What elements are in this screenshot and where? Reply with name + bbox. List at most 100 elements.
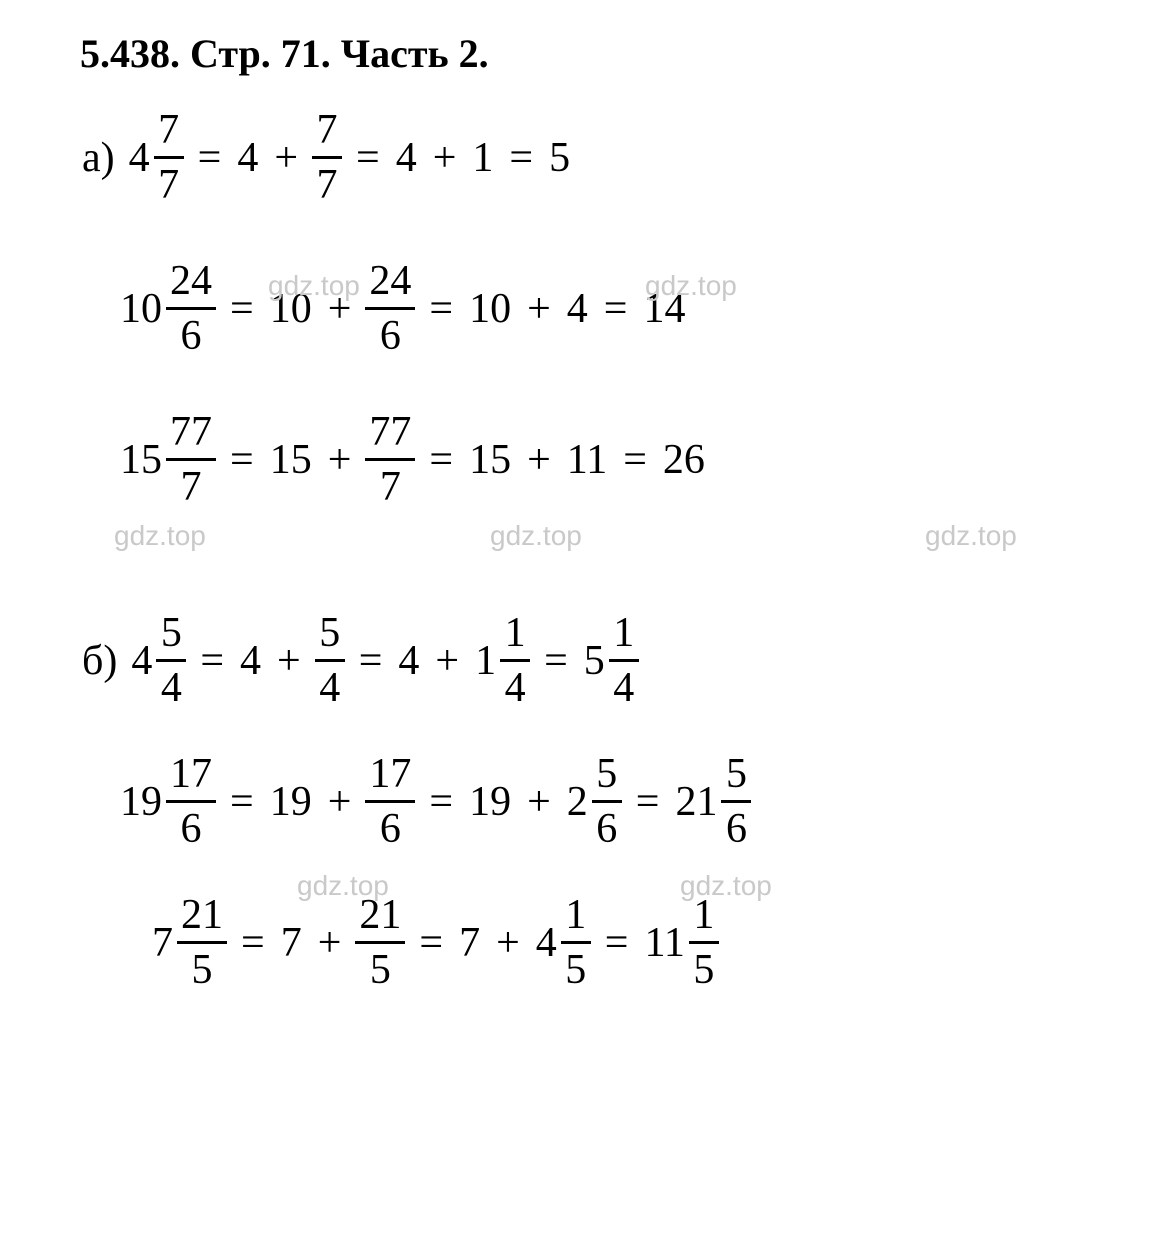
section-gap bbox=[80, 560, 1086, 610]
equals: = bbox=[186, 640, 238, 682]
result: 26 bbox=[661, 439, 707, 481]
fraction-bar bbox=[689, 941, 719, 944]
denominator: 6 bbox=[592, 806, 621, 852]
fraction-bar bbox=[365, 458, 415, 461]
term: 4 bbox=[565, 288, 590, 330]
label-a: а) bbox=[80, 137, 117, 179]
numerator: 77 bbox=[166, 409, 216, 455]
whole-part: 4 bbox=[127, 137, 152, 179]
denominator: 6 bbox=[376, 313, 405, 359]
equation-a2: 10 24 6 = 10 + 24 6 = 10 + 4 = 14 bbox=[118, 258, 1086, 359]
whole-part: 1 bbox=[473, 640, 498, 682]
numerator: 7 bbox=[313, 107, 342, 153]
mixed-number: 7 21 5 bbox=[150, 892, 227, 993]
denominator: 6 bbox=[376, 806, 405, 852]
numerator: 7 bbox=[154, 107, 183, 153]
plus: + bbox=[260, 137, 312, 179]
term: 15 bbox=[268, 439, 314, 481]
plus: + bbox=[513, 288, 565, 330]
term: 4 bbox=[238, 640, 263, 682]
fraction-bar bbox=[721, 800, 751, 803]
numerator: 24 bbox=[166, 258, 216, 304]
plus: + bbox=[482, 922, 534, 964]
equals: = bbox=[590, 288, 642, 330]
mixed-number: 4 1 5 bbox=[534, 892, 591, 993]
whole-part: 4 bbox=[534, 922, 559, 964]
mixed-number: 4 7 7 bbox=[127, 107, 184, 208]
fraction: 77 7 bbox=[166, 409, 216, 510]
fraction: 24 6 bbox=[166, 258, 216, 359]
numerator: 5 bbox=[157, 610, 186, 656]
whole-part: 15 bbox=[118, 439, 164, 481]
mixed-number-result: 21 5 6 bbox=[673, 751, 751, 852]
equals: = bbox=[227, 922, 279, 964]
whole-part: 21 bbox=[673, 781, 719, 823]
term: 4 bbox=[396, 640, 421, 682]
fraction-bar bbox=[561, 941, 591, 944]
term: 1 bbox=[470, 137, 495, 179]
equation-b2: 19 17 6 = 19 + 17 6 = 19 + 2 5 6 = bbox=[118, 751, 1086, 852]
term: 4 bbox=[394, 137, 419, 179]
numerator: 17 bbox=[365, 751, 415, 797]
plus: + bbox=[314, 439, 366, 481]
plus: + bbox=[513, 439, 565, 481]
denominator: 7 bbox=[177, 464, 206, 510]
equation-a1: а) 4 7 7 = 4 + 7 7 = 4 + 1 = 5 bbox=[80, 107, 1086, 208]
equals: = bbox=[530, 640, 582, 682]
plus: + bbox=[263, 640, 315, 682]
term: 4 bbox=[235, 137, 260, 179]
mixed-number: 1 1 4 bbox=[473, 610, 530, 711]
fraction-bar bbox=[166, 307, 216, 310]
term: 15 bbox=[467, 439, 513, 481]
equals: = bbox=[184, 137, 236, 179]
term: 11 bbox=[565, 439, 609, 481]
numerator: 21 bbox=[177, 892, 227, 938]
label-b: б) bbox=[80, 640, 119, 682]
denominator: 5 bbox=[689, 947, 718, 993]
page: 5.438. Стр. 71. Часть 2. а) 4 7 7 = 4 + … bbox=[0, 0, 1156, 1063]
whole-part: 19 bbox=[118, 781, 164, 823]
mixed-number: 2 5 6 bbox=[565, 751, 622, 852]
denominator: 7 bbox=[376, 464, 405, 510]
fraction: 24 6 bbox=[365, 258, 415, 359]
equals: = bbox=[216, 439, 268, 481]
fraction-bar bbox=[500, 659, 530, 662]
fraction: 5 6 bbox=[721, 751, 751, 852]
result: 14 bbox=[641, 288, 687, 330]
numerator: 21 bbox=[355, 892, 405, 938]
whole-part: 7 bbox=[150, 922, 175, 964]
mixed-number-result: 11 1 5 bbox=[642, 892, 718, 993]
fraction-bar bbox=[166, 800, 216, 803]
heading: 5.438. Стр. 71. Часть 2. bbox=[80, 30, 1086, 77]
denominator: 6 bbox=[177, 806, 206, 852]
equals: = bbox=[216, 288, 268, 330]
equals: = bbox=[342, 137, 394, 179]
denominator: 7 bbox=[313, 162, 342, 208]
plus: + bbox=[419, 137, 471, 179]
fraction-bar bbox=[315, 659, 345, 662]
numerator: 5 bbox=[722, 751, 751, 797]
numerator: 77 bbox=[365, 409, 415, 455]
fraction: 77 7 bbox=[365, 409, 415, 510]
fraction-bar bbox=[365, 800, 415, 803]
numerator: 17 bbox=[166, 751, 216, 797]
whole-part: 10 bbox=[118, 288, 164, 330]
mixed-number: 19 17 6 bbox=[118, 751, 216, 852]
fraction-bar bbox=[355, 941, 405, 944]
denominator: 7 bbox=[154, 162, 183, 208]
mixed-number: 15 77 7 bbox=[118, 409, 216, 510]
equation-b3: 7 21 5 = 7 + 21 5 = 7 + 4 1 5 = 1 bbox=[150, 892, 1086, 993]
numerator: 1 bbox=[689, 892, 718, 938]
denominator: 4 bbox=[315, 665, 344, 711]
equals: = bbox=[345, 640, 397, 682]
numerator: 5 bbox=[315, 610, 344, 656]
fraction-bar bbox=[592, 800, 622, 803]
fraction-bar bbox=[312, 156, 342, 159]
mixed-number: 4 5 4 bbox=[129, 610, 186, 711]
fraction: 5 4 bbox=[156, 610, 186, 711]
fraction-bar bbox=[609, 659, 639, 662]
fraction: 21 5 bbox=[177, 892, 227, 993]
term: 10 bbox=[467, 288, 513, 330]
denominator: 5 bbox=[188, 947, 217, 993]
fraction: 17 6 bbox=[365, 751, 415, 852]
